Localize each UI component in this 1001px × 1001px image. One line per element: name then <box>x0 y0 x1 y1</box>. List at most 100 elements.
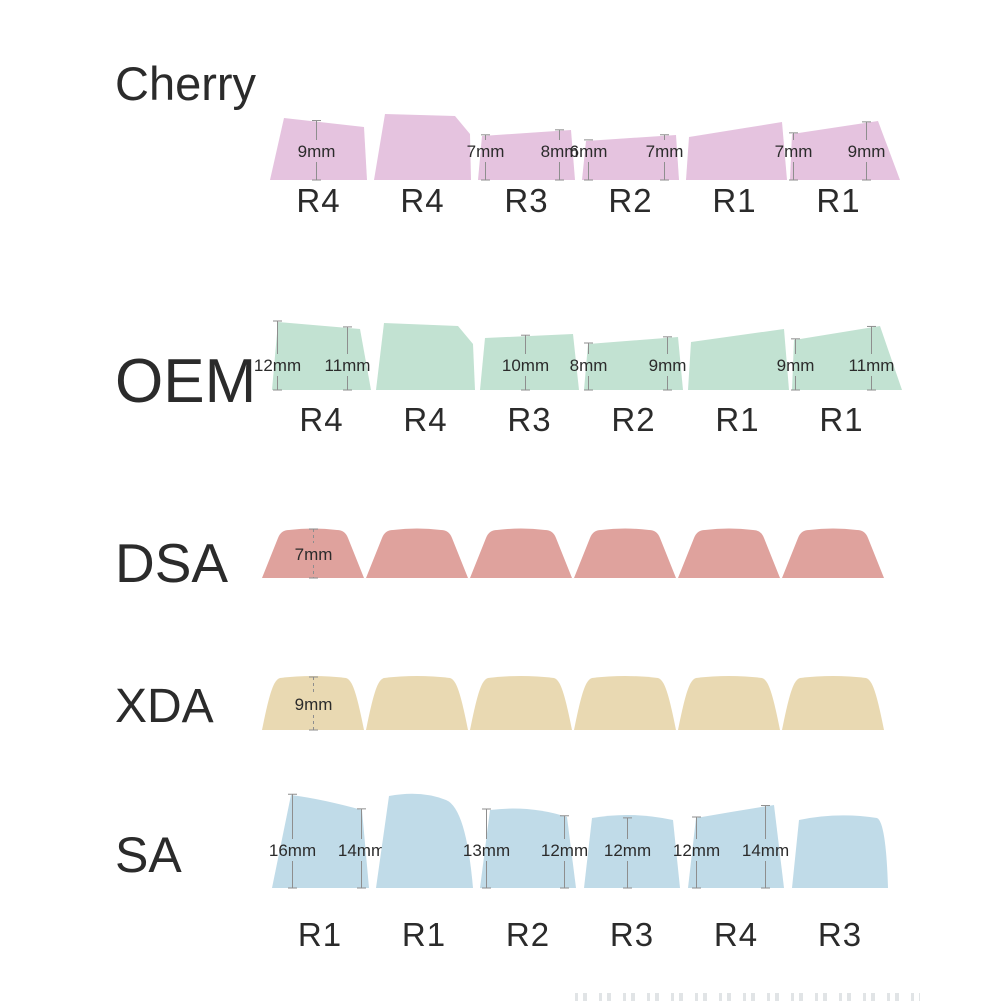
measurement-line <box>482 808 491 889</box>
row-label: R2 <box>611 401 655 438</box>
measurement-value: 9mm <box>649 356 687 375</box>
keycap-sa-5-r4 <box>688 805 784 888</box>
measurement-line <box>584 139 593 181</box>
row-label: R4 <box>403 401 447 438</box>
measurement-value: 10mm <box>502 356 549 375</box>
keycap-xda-6 <box>782 676 884 730</box>
measurement-value: 12mm <box>604 841 651 860</box>
row-label: R4 <box>296 182 340 219</box>
measurement-line <box>584 342 593 391</box>
measurement-line <box>481 134 490 181</box>
keycap-dsa-4 <box>574 528 676 578</box>
measurement-value: 11mm <box>849 356 895 375</box>
keycap-cherry-1-r4 <box>270 118 367 180</box>
keycap-oem-4-r2 <box>584 337 683 390</box>
keycap-sa-2-r1 <box>376 793 473 888</box>
row-label: R3 <box>610 916 654 953</box>
row-label: R1 <box>402 916 446 953</box>
keycap-dsa-5 <box>678 528 780 578</box>
keycap-oem-2-r4 <box>376 323 475 390</box>
keycap-cherry-4-r2 <box>582 135 679 180</box>
row-label: R1 <box>816 182 860 219</box>
measurement-line <box>288 793 297 889</box>
keycap-oem-5-r1 <box>688 329 789 390</box>
profile-title-sa: SA <box>115 827 182 883</box>
keycap-sa-4-r3 <box>584 814 680 888</box>
row-label: R3 <box>504 182 548 219</box>
keycap-xda-2 <box>366 676 468 730</box>
keycap-xda-5 <box>678 676 780 730</box>
measurement-line <box>273 320 282 391</box>
keycap-xda-1 <box>262 676 364 730</box>
keycap-cherry-5-r1 <box>686 122 787 180</box>
row-label: R4 <box>714 916 758 953</box>
cropped-watermark-remnant <box>575 993 920 1001</box>
measurement-line <box>623 817 632 889</box>
measurement-line <box>867 325 876 391</box>
measurement-value: 12mm <box>541 841 588 860</box>
measurement-value: 7mm <box>467 142 505 161</box>
measurement-line <box>357 808 366 889</box>
profile-title-dsa: DSA <box>115 532 228 594</box>
row-label: R1 <box>715 401 759 438</box>
measurement-value: 9mm <box>295 695 333 714</box>
measurement-line <box>560 815 569 889</box>
row-label: R2 <box>608 182 652 219</box>
profile-row-xda: XDA 9mm <box>115 676 884 733</box>
keycap-xda-3 <box>470 676 572 730</box>
keycap-oem-3-r3 <box>480 334 579 390</box>
row-label: R3 <box>507 401 551 438</box>
row-label: R2 <box>506 916 550 953</box>
measurement-value: 16mm <box>269 841 316 860</box>
measurement-value: 11mm <box>325 356 371 375</box>
measurement-value: 13mm <box>463 841 510 860</box>
measurement-value: 9mm <box>848 142 886 161</box>
row-label: R1 <box>298 916 342 953</box>
keycap-oem-1-r4 <box>272 322 371 390</box>
measurement-value: 14mm <box>338 841 385 860</box>
row-label: R4 <box>299 401 343 438</box>
measurement-value: 12mm <box>673 841 720 860</box>
profile-row-dsa: DSA 7mm <box>115 528 884 594</box>
keycap-cherry-3-r3 <box>478 130 575 180</box>
keycap-sa-3-r2 <box>480 808 576 888</box>
row-label: R3 <box>818 916 862 953</box>
keycap-cherry-2-r4 <box>374 114 471 180</box>
keycap-dsa-3 <box>470 528 572 578</box>
measurement-line <box>761 805 770 889</box>
measurement-value: 6mm <box>570 142 608 161</box>
measurement-value: 12mm <box>254 356 301 375</box>
measurement-value: 7mm <box>646 142 684 161</box>
measurement-line <box>862 121 871 181</box>
profile-row-cherry: Cherry 9mm R4 R4 7mm 8mm R3 6mm 7mm R2 R1 7mm 9mm R1 <box>115 57 900 219</box>
measurement-line <box>789 132 798 181</box>
measurement-line <box>309 676 318 731</box>
measurement-value: 7mm <box>295 545 333 564</box>
measurement-line <box>312 120 321 181</box>
measurement-value: 8mm <box>541 142 579 161</box>
measurement-value: 9mm <box>298 142 336 161</box>
measurement-value: 8mm <box>570 356 608 375</box>
measurement-line <box>343 326 352 391</box>
keycap-dsa-6 <box>782 528 884 578</box>
measurement-line <box>791 338 800 391</box>
measurement-value: 7mm <box>775 142 813 161</box>
keycap-cherry-6-r1 <box>790 121 900 180</box>
profile-title-oem: OEM <box>115 347 256 416</box>
measurement-line <box>663 336 672 391</box>
keycap-xda-4 <box>574 676 676 730</box>
keycap-dsa-2 <box>366 528 468 578</box>
measurement-line <box>521 334 530 391</box>
row-label: R4 <box>400 182 444 219</box>
measurement-value: 9mm <box>777 356 815 375</box>
profile-title-cherry: Cherry <box>115 57 257 110</box>
measurement-line <box>660 134 669 181</box>
keycap-dsa-1 <box>262 528 364 578</box>
row-label: R1 <box>712 182 756 219</box>
keycap-sa-1-r1 <box>272 795 369 888</box>
profile-row-sa: SA 16mm 14mm R1 R1 13mm 12mm R2 12mm R3 12mm 14mm R4… <box>115 793 888 953</box>
keycap-sa-6-r3 <box>792 815 888 888</box>
